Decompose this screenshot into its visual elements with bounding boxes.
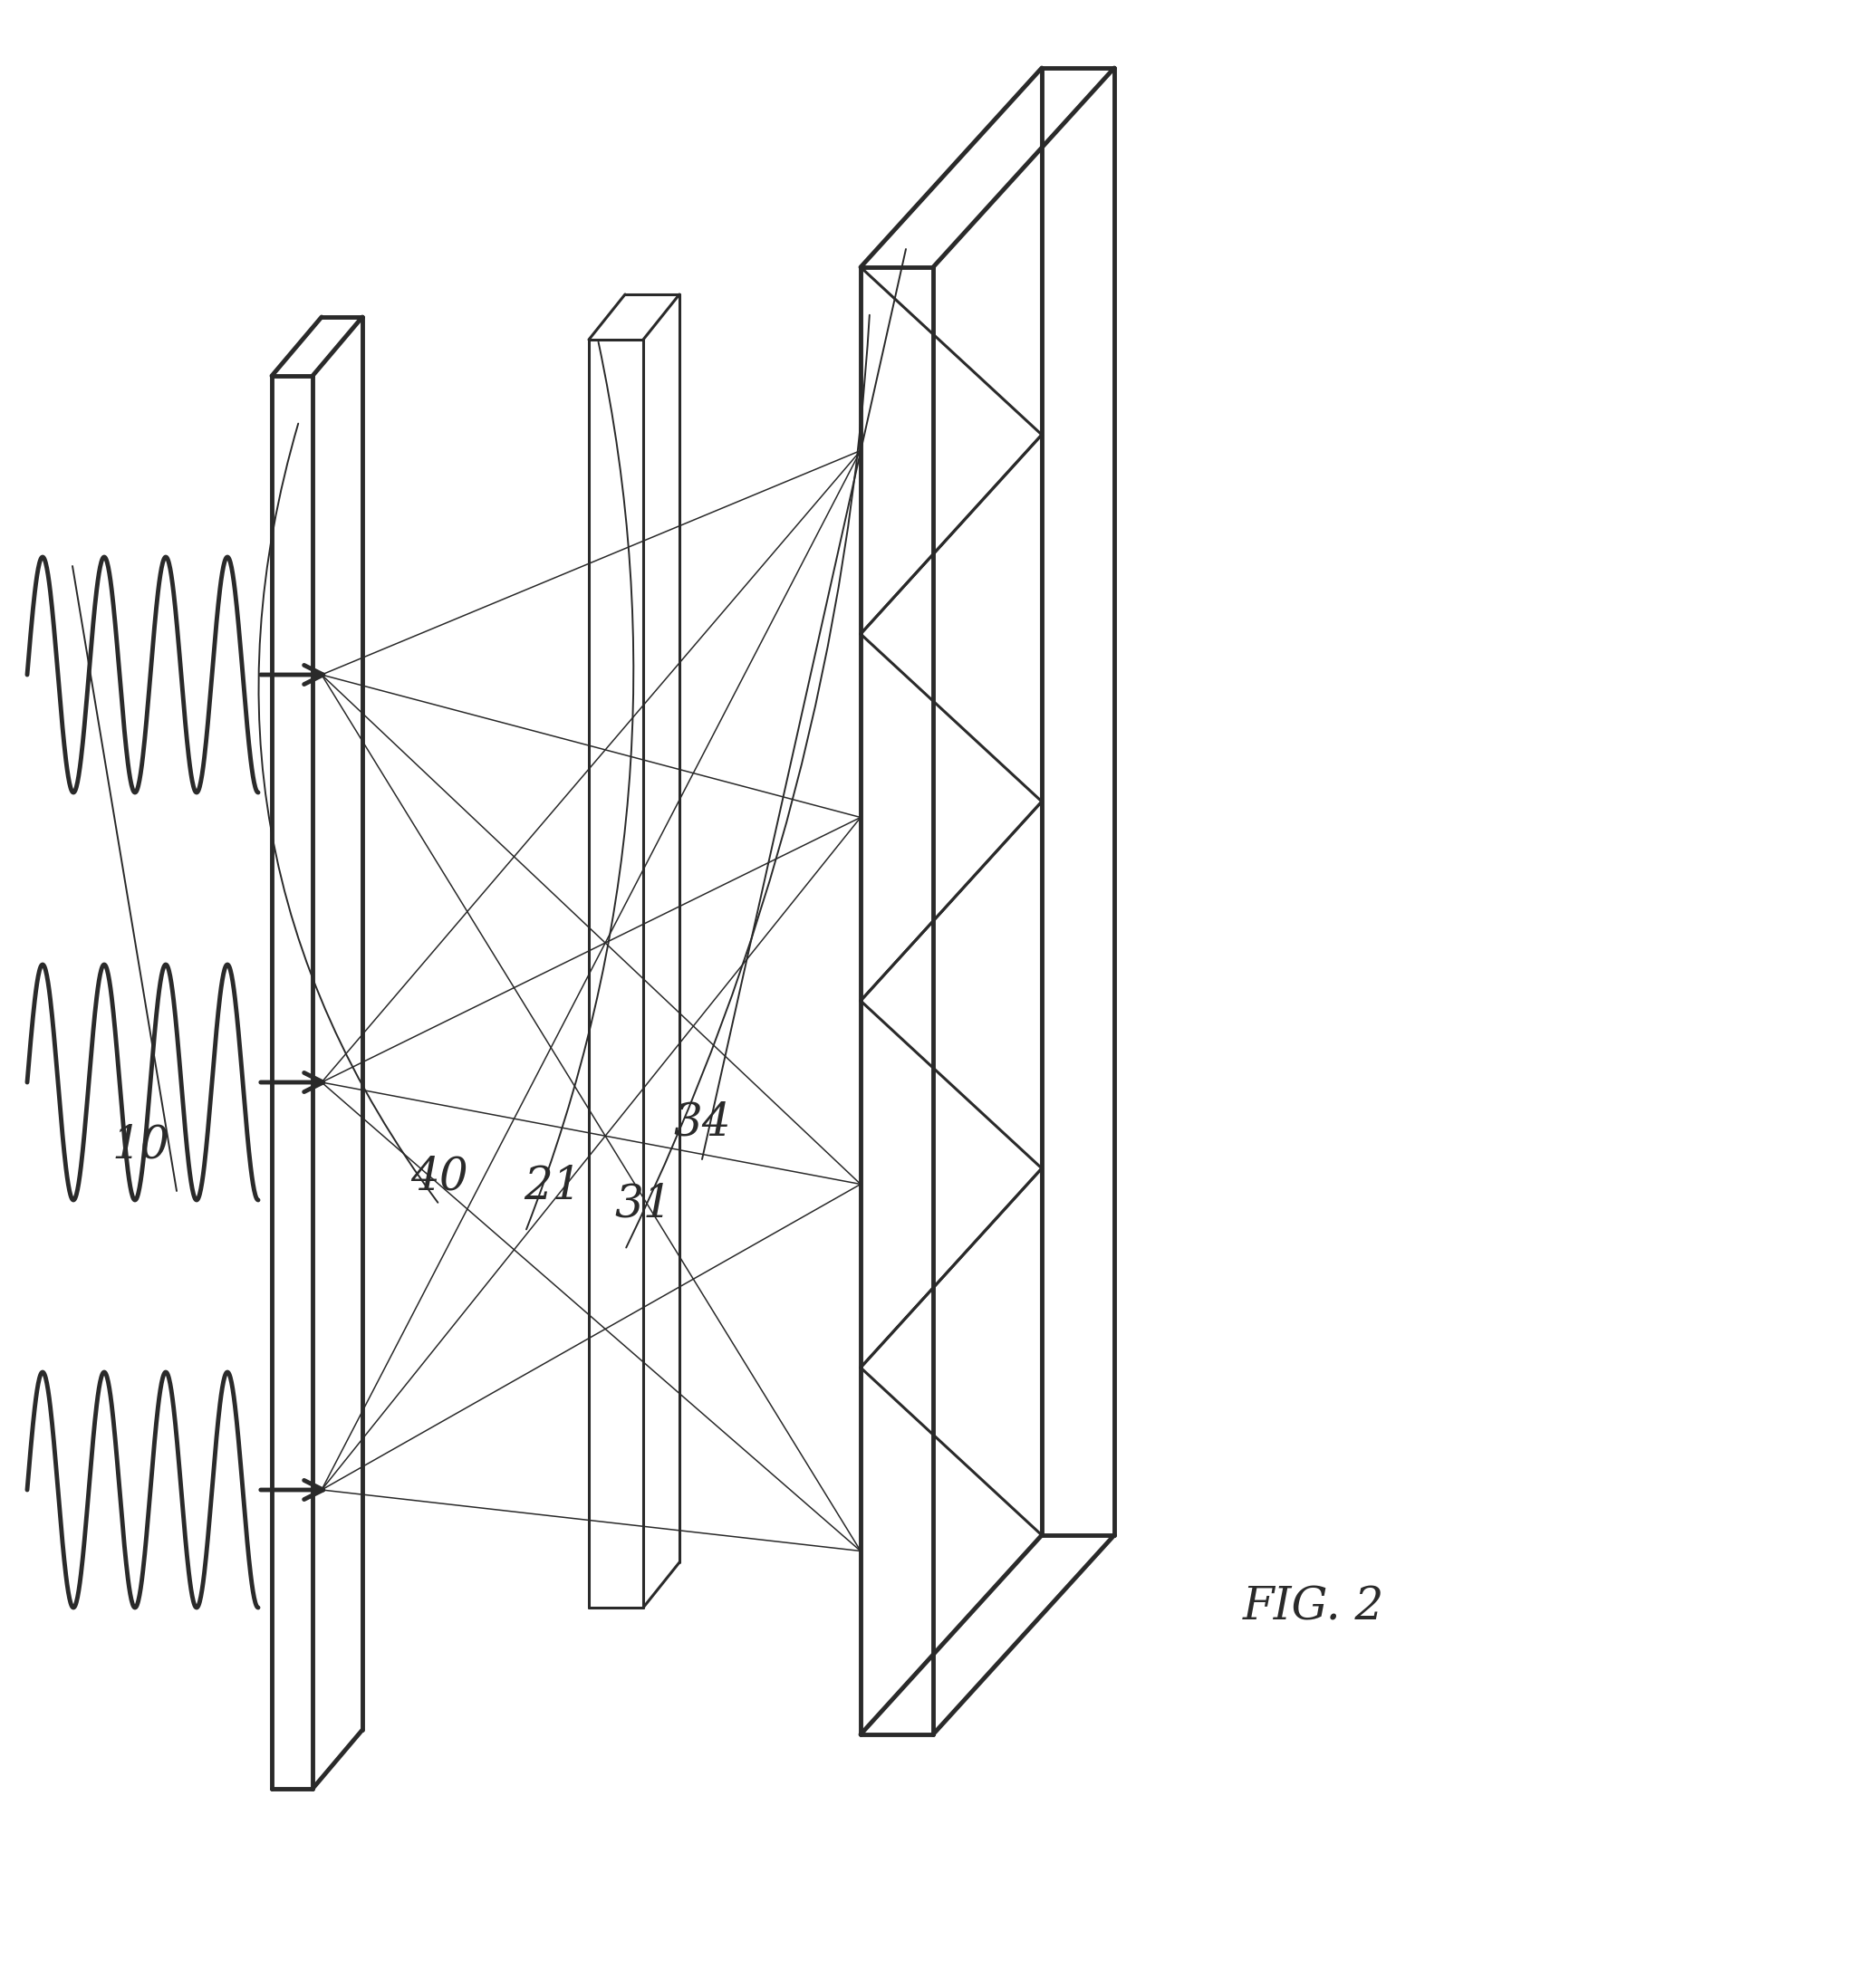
Text: 21: 21 [524,1165,582,1209]
Text: 10: 10 [111,1123,169,1169]
Text: 40: 40 [411,1155,468,1201]
FancyArrowPatch shape [258,423,438,1203]
FancyArrowPatch shape [626,314,870,1248]
Text: 31: 31 [615,1183,673,1227]
FancyArrowPatch shape [526,342,634,1229]
Text: 34: 34 [673,1101,730,1145]
Text: FIG. 2: FIG. 2 [1243,1584,1384,1630]
